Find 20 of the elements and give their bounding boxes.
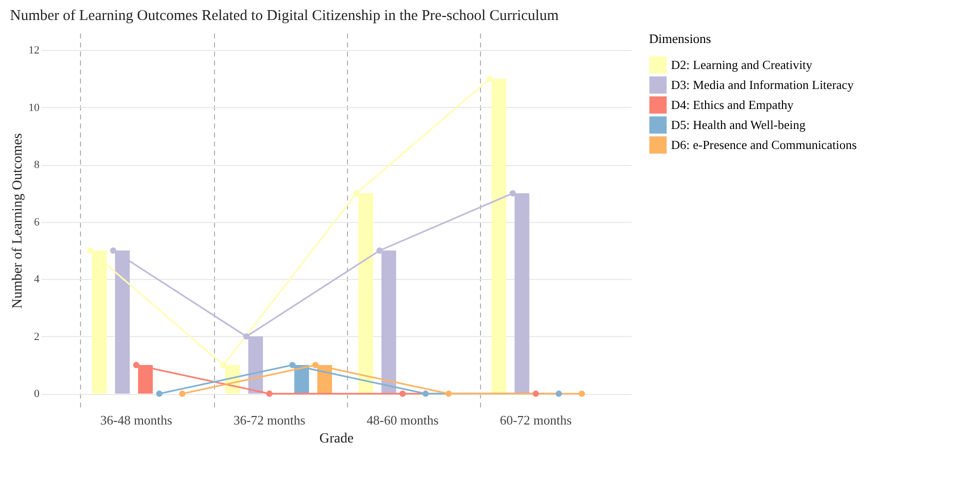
x-tick-label: 60-72 months [500, 412, 572, 428]
y-tick-label: 12 [28, 44, 40, 57]
y-axis-title: Number of Learning Outcomes [10, 133, 26, 309]
chart-title: Number of Learning Outcomes Related to Digital Citizenship in the Pre-school Curriculum [10, 8, 559, 24]
legend-label: D2: Learning and Creativity [671, 58, 814, 72]
x-tick-label: 36-72 months [233, 412, 306, 428]
y-tick-label: 2 [34, 330, 40, 343]
legend-title: Dimensions [649, 31, 712, 46]
legend-label: D5: Health and Well-being [671, 118, 806, 132]
legend-label: D6: e-Presence and Communications [671, 138, 857, 152]
y-tick-label: 6 [34, 216, 40, 228]
y-tick-label: 0 [34, 388, 40, 400]
x-tick-label: 48-60 months [366, 412, 439, 428]
x-tick-label: 36-48 months [100, 412, 172, 428]
y-tick-label: 8 [34, 159, 40, 172]
legend-label: D4: Ethics and Empathy [671, 98, 794, 112]
legend-label: D3: Media and Information Literacy [671, 78, 854, 92]
x-axis-title: Grade [319, 432, 354, 446]
y-tick-label: 4 [34, 274, 40, 286]
y-tick-label: 10 [28, 102, 40, 114]
